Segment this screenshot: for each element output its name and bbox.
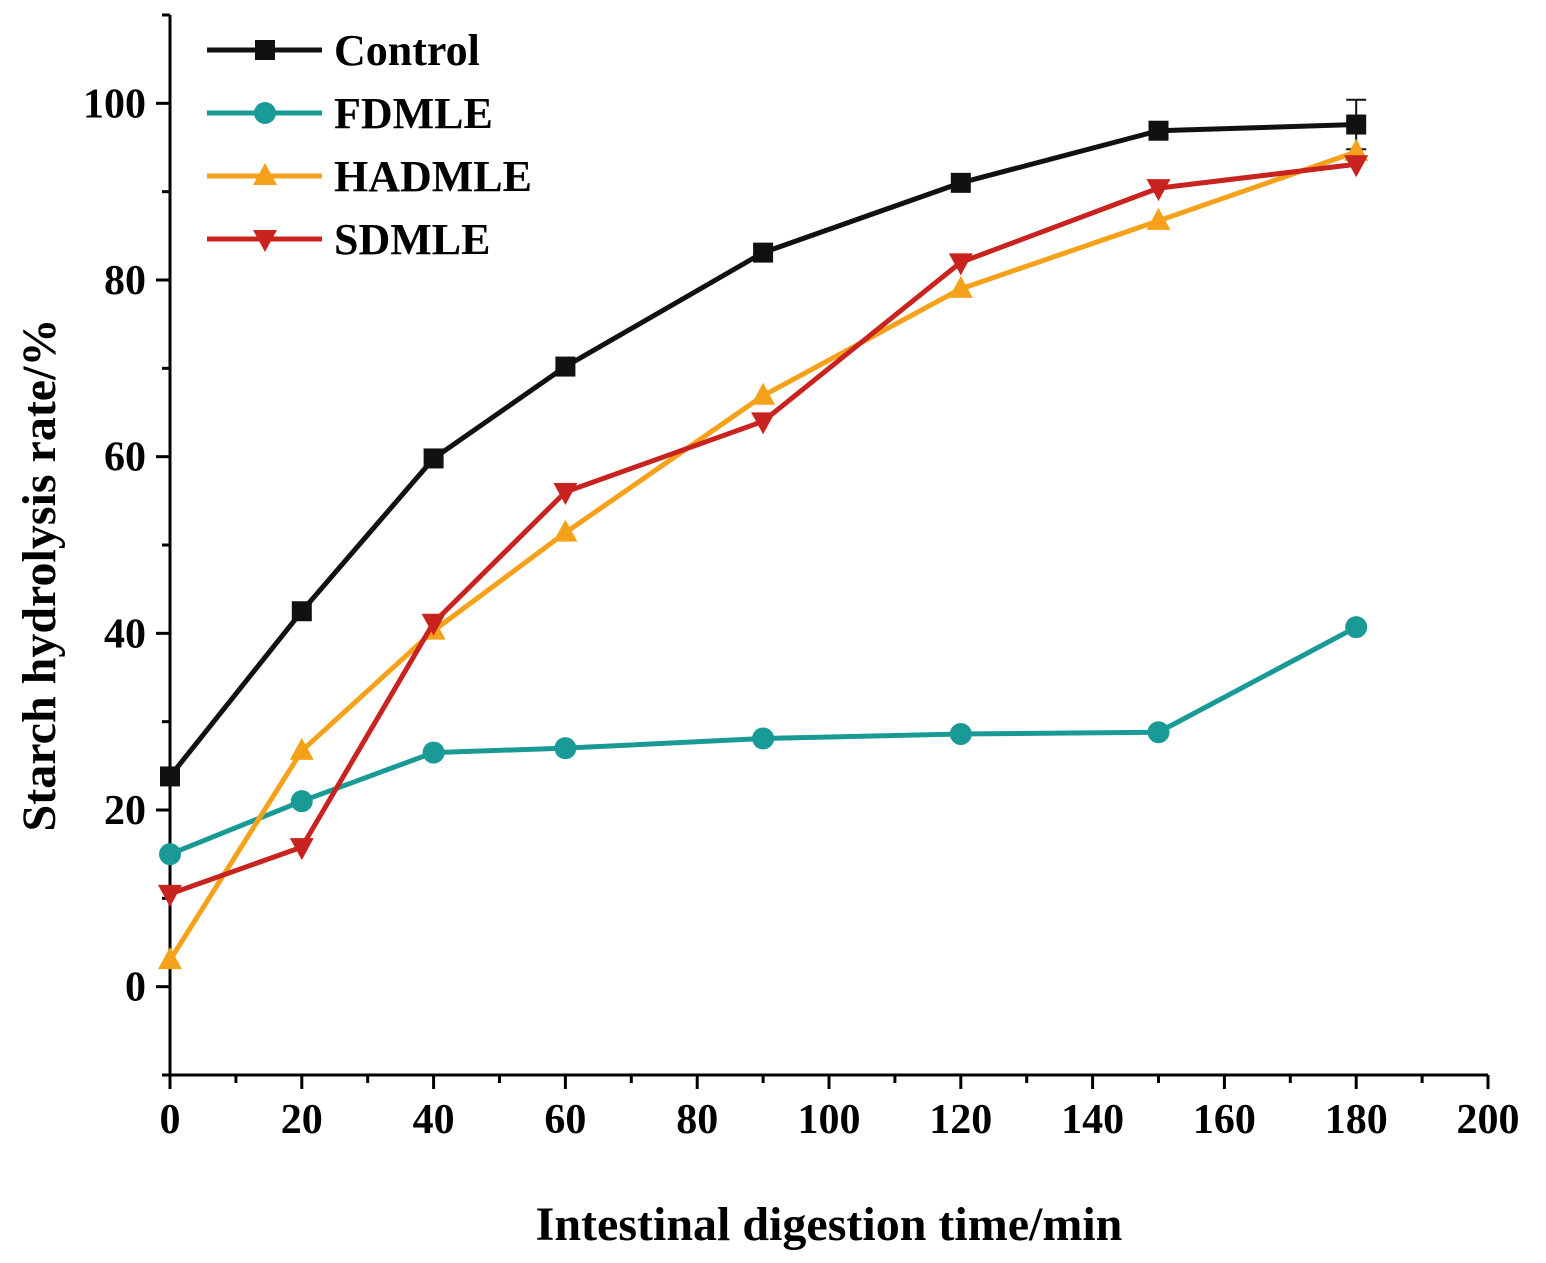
data-point-fdmle	[949, 723, 972, 746]
data-point-control	[950, 172, 971, 193]
y-tick-label: 0	[125, 965, 146, 1011]
data-point-hadmle	[751, 382, 776, 405]
x-tick-label: 60	[544, 1097, 586, 1143]
legend: Control FDMLE HADMLE SDMLE	[207, 26, 532, 264]
data-point-hadmle	[158, 947, 182, 970]
x-tick-label: 200	[1457, 1097, 1520, 1143]
data-point-fdmle	[422, 741, 445, 764]
series-line-hadmle	[167, 149, 1358, 962]
legend-marker-control	[255, 40, 275, 60]
series-control	[160, 98, 1367, 787]
axes: 0 20 40 60 80 100 120 140 160 180 200 0 20 40 60 80 100	[83, 13, 1520, 1143]
data-point-fdmle	[290, 790, 313, 813]
data-point-fdmle	[554, 737, 577, 760]
data-point-hadmle	[1146, 207, 1171, 230]
legend-label-hadmle: HADMLE	[334, 152, 532, 201]
x-tick-label: 40	[413, 1097, 455, 1143]
data-point-fdmle	[159, 843, 181, 866]
y-tick-label: 40	[104, 611, 146, 657]
series-line-control	[168, 122, 1357, 778]
x-tick-label: 180	[1325, 1097, 1388, 1143]
legend-label-fdmle: FDMLE	[334, 89, 493, 138]
data-point-control	[753, 242, 774, 263]
data-point-control	[555, 356, 576, 377]
legend-label-sdmle: SDMLE	[334, 215, 490, 264]
data-point-fdmle	[1147, 721, 1170, 744]
legend-marker-hadmle	[253, 163, 277, 185]
data-point-sdmle	[289, 838, 314, 861]
data-point-control	[160, 766, 180, 787]
legend-marker-fdmle	[254, 102, 276, 124]
data-point-sdmle	[751, 412, 776, 435]
y-tick-label: 80	[104, 258, 146, 304]
data-point-sdmle	[948, 253, 973, 276]
data-point-control	[291, 601, 312, 622]
data-point-sdmle	[553, 483, 578, 505]
data-point-hadmle	[948, 275, 973, 298]
legend-label-control: Control	[334, 26, 480, 75]
data-point-control	[1346, 114, 1367, 135]
data-point-sdmle	[421, 613, 446, 636]
series-fdmle	[159, 616, 1368, 866]
data-point-control	[1148, 120, 1169, 141]
data-point-fdmle	[1345, 616, 1368, 639]
series-sdmle	[158, 155, 1369, 907]
legend-marker-sdmle	[253, 230, 277, 252]
x-tick-label: 160	[1193, 1097, 1256, 1143]
y-tick-label: 60	[104, 435, 146, 481]
x-axis-title: Intestinal digestion time/min	[536, 1198, 1123, 1251]
y-axis-title: Starch hydrolysis rate/%	[13, 319, 66, 832]
x-tick-label: 100	[798, 1097, 861, 1143]
x-tick-label: 80	[676, 1097, 718, 1143]
data-point-sdmle	[1344, 155, 1369, 178]
series-line-sdmle	[169, 161, 1357, 897]
data-point-sdmle	[1146, 179, 1171, 202]
x-tick-label: 0	[160, 1097, 181, 1143]
y-tick-label: 20	[104, 788, 146, 834]
data-point-control	[423, 448, 444, 469]
series-layer	[158, 98, 1369, 970]
data-point-sdmle	[158, 884, 182, 907]
y-tick-label: 100	[83, 81, 146, 127]
series-line-fdmle	[169, 624, 1358, 857]
x-tick-label: 140	[1061, 1097, 1124, 1143]
x-tick-label: 120	[929, 1097, 992, 1143]
data-point-hadmle	[289, 737, 314, 760]
data-point-fdmle	[752, 727, 775, 750]
data-point-hadmle	[553, 519, 578, 542]
x-tick-label: 20	[281, 1097, 323, 1143]
